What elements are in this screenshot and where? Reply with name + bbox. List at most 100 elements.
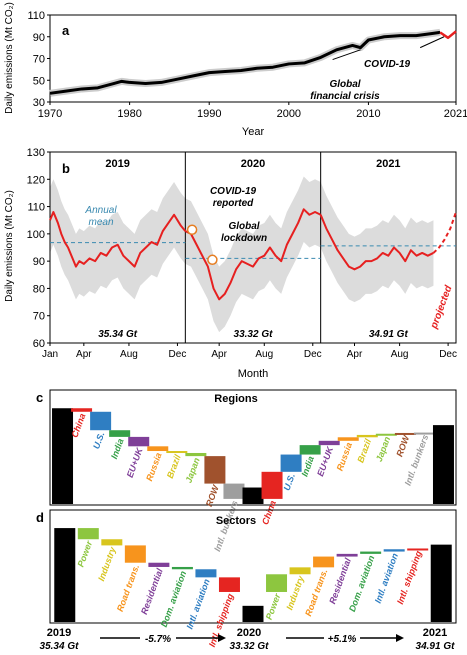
global-lockdown-line1: Global [228,221,259,232]
panel-b-xtick-label: Aug [255,349,273,360]
regions-label-japan: Japan [183,456,201,484]
regions-label-india: India [299,455,316,478]
regions-bar-2019 [52,408,74,504]
regions-label-row: ROW [204,482,221,508]
panel-b-projected-line [432,211,457,254]
panel-a-series-historical [49,30,441,95]
sectors-bar-power [266,574,288,592]
panel-b-ytick-label: 100 [27,229,45,241]
year-label-2020: 2020 [241,158,265,170]
regions-bar-china [71,408,93,412]
panel-a-xlabel: Year [242,126,265,138]
sectors-bar-industry [101,539,123,546]
panel-b-xtick-label: Jan [42,349,58,360]
sectors-bar-2019 [54,528,76,622]
financial-crisis-line2: financial crisis [310,91,380,102]
panel-b-frame [49,151,457,344]
sectors-bar-2021 [430,544,452,622]
projected-label: projected [428,283,454,331]
covid-annotation: COVID-19 [364,59,411,70]
panel-letter-b: b [62,161,70,176]
regions-bar-russia [147,446,169,452]
sectors-label-intl-aviation: Intl. aviation [184,577,212,630]
panel-b-ytick-label: 130 [27,147,45,159]
sectors-label-power: Power [76,539,95,568]
panel-a-xtick-label: 2010 [356,108,380,120]
regions-bar-japan [375,433,397,436]
year-label-2019: 2019 [105,158,129,170]
panel-b-series-line [319,214,434,271]
sectors-bar-residential [336,553,358,557]
sectors-label-intl-shipping: Intl. shipping [395,549,424,606]
regions-label-russia: Russia [335,441,354,472]
panel-b-xtick-label: Dec [169,349,187,360]
regions-bar-india [299,445,321,455]
panel-b-xtick-label: Apr [347,349,363,360]
panel-b-series-line [49,211,187,268]
year-2019-label: 2019 [47,627,71,639]
total-2020-label: 33.32 Gt [230,641,270,652]
regions-title: Regions [214,393,257,405]
regions-label-japan: Japan [374,435,392,463]
covid-pointer [419,36,445,49]
panel-b-xlabel: Month [238,368,269,380]
sectors-label-road-trans-: Road trans. [303,568,329,618]
panel-a-ytick-label: 90 [33,32,45,44]
annual-mean-line2: mean [88,217,113,228]
covid-reported-line1: COVID-19 [210,186,257,197]
panel-b: b Daily emissions (Mt CO₂) Month 60 70 80 9… [4,147,457,380]
regions-bar-intl-bunkers [223,483,245,499]
regions-label-russia: Russia [144,451,163,482]
regions-bar-china [261,471,283,499]
panel-a-xtick-label: 2000 [277,108,301,120]
financial-crisis-pointer [332,49,361,61]
panel-letter-c: c [36,390,43,405]
panel-b-ytick-label: 60 [33,338,45,350]
sectors-label-road-trans-: Road trans. [115,563,141,613]
regions-bar-2020 [242,487,264,504]
sectors-bar-dom-aviation [171,566,193,570]
regions-bar-intl-bunkers [413,432,435,435]
panel-a: a Daily emissions (Mt CO₂) Year 30 50 70 90… [4,2,467,138]
panel-b-ytick-label: 70 [33,311,45,323]
panel-d-frame [49,509,457,624]
year-total-2019: 35.34 Gt [98,329,138,340]
sectors-label-industry: Industry [96,545,118,583]
panel-letter-a: a [62,23,70,38]
panel-b-xtick-label: Dec [304,349,322,360]
arrowhead-2019-2020 [218,634,226,642]
regions-bar-u-s- [280,454,302,472]
annual-mean-line1: Annual [84,205,117,216]
regions-label-u-s-: U.S. [91,430,106,450]
change-2020-label: -5.7% [145,634,171,645]
sectors-bar-power [77,528,99,540]
sectors-bar-intl-aviation [383,549,405,552]
year-label-2021: 2021 [376,158,400,170]
change-bg-1 [140,630,176,644]
year-2021-label: 2021 [423,627,447,639]
sectors-bar-road-trans- [124,545,146,563]
regions-bar-2021 [432,425,454,504]
financial-crisis-line1: Global [329,79,360,90]
sectors-label-residential: Residential [139,567,165,616]
financial-crisis-annotation: Global financial crisis [310,79,380,102]
panel-a-ylabel: Daily emissions (Mt CO₂) [4,2,15,114]
panel-b-xtick-label: Apr [76,349,92,360]
panel-a-xtick-label: 1980 [117,108,141,120]
panel-b-xtick-label: Dec [439,349,457,360]
regions-bar-row [204,456,226,484]
panel-a-ytick-label: 70 [33,54,45,66]
regions-bar-brazil [166,451,188,454]
year-2020-label: 2020 [237,627,261,639]
sectors-bar-intl-aviation [195,569,217,578]
panel-a-series-covid [439,30,457,40]
bottom-summary: 2019 35.34 Gt 2020 33.32 Gt 2021 34.91 G… [40,627,456,652]
panel-c-frame [49,389,457,506]
panel-a-xtick-label: 2021 [444,108,467,120]
panel-a-xtick-label: 1970 [38,108,62,120]
sectors-label-industry: Industry [284,574,306,612]
regions-label-brazil: Brazil [355,437,373,464]
panel-a-ytick-label: 110 [27,10,45,22]
